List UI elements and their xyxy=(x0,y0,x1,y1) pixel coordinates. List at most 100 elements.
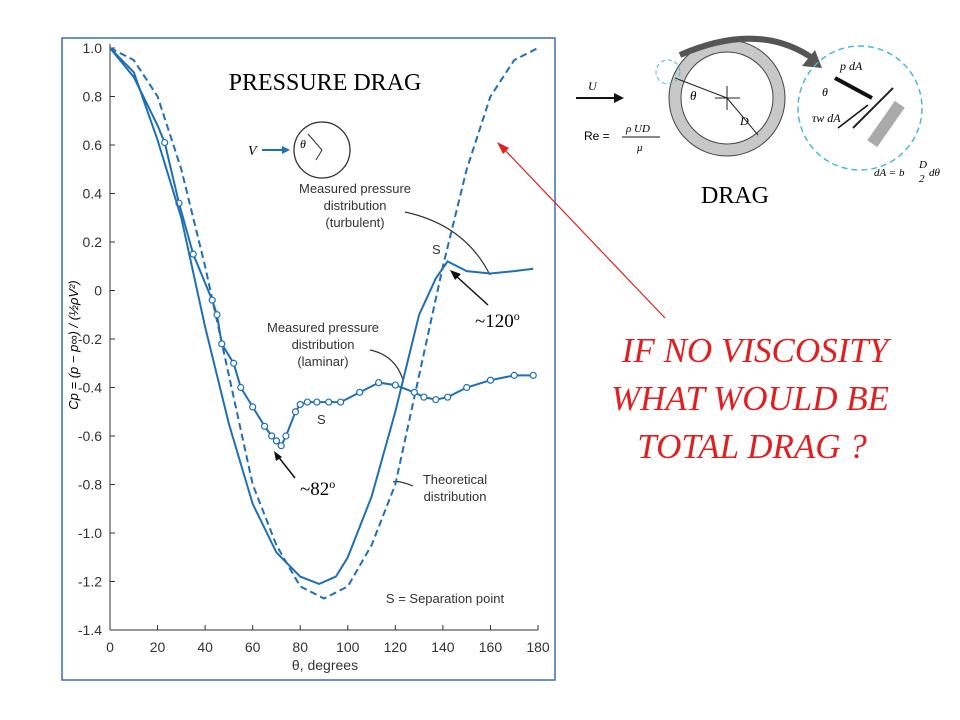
separation-mark: S xyxy=(432,242,441,257)
y-tick-label: -1.0 xyxy=(78,525,102,541)
y-axis-label: Cp = (p − p∞) / (½ρV²) xyxy=(66,280,81,409)
data-point xyxy=(230,359,238,367)
annotation: (turbulent) xyxy=(325,215,384,230)
x-tick-label: 80 xyxy=(292,639,308,655)
y-tick-label: -0.4 xyxy=(78,380,102,396)
series-line xyxy=(109,47,539,600)
data-point xyxy=(463,383,471,392)
diagram-label: D xyxy=(739,114,749,128)
data-point xyxy=(391,381,399,389)
data-point xyxy=(260,422,269,430)
data-point xyxy=(410,388,418,396)
annotation: Measured pressure xyxy=(299,181,411,196)
drag-diagram: U Re = ρ UD μ θ D p dA θ τw dA dA = b D … xyxy=(576,35,941,185)
x-tick-label: 100 xyxy=(336,639,360,655)
separation-mark: S xyxy=(317,412,326,427)
drag-title: DRAG xyxy=(701,183,769,209)
data-point xyxy=(272,437,281,445)
data-point xyxy=(268,432,276,440)
data-point xyxy=(161,138,169,147)
data-point xyxy=(237,383,245,392)
angle-label: ~120o xyxy=(475,309,520,332)
data-point xyxy=(510,371,518,379)
diagram-label: θ xyxy=(690,88,697,103)
y-tick-label: 0.8 xyxy=(83,89,103,105)
inset-angle: θ xyxy=(300,137,306,151)
data-point xyxy=(303,398,311,406)
annotation: distribution xyxy=(324,198,387,213)
data-point xyxy=(444,393,452,401)
x-tick-label: 20 xyxy=(150,639,166,655)
inset-velocity: V xyxy=(248,144,258,159)
data-point xyxy=(313,398,321,406)
x-tick-label: 120 xyxy=(384,639,408,655)
data-point xyxy=(432,396,440,404)
angle-value: ~82 xyxy=(300,479,329,500)
diagram-label: dθ xyxy=(929,167,941,179)
data-point xyxy=(218,340,226,348)
y-tick-label: 0.6 xyxy=(83,137,103,153)
annotation: Measured pressure xyxy=(267,320,379,335)
degree-sign: o xyxy=(329,477,335,491)
y-tick-label: 1.0 xyxy=(83,40,103,56)
y-tick-label: -1.2 xyxy=(78,574,102,590)
y-tick-label: 0.2 xyxy=(83,234,103,250)
question-line: TOTAL DRAG ? xyxy=(637,427,867,466)
y-tick-label: 0.4 xyxy=(83,186,103,202)
data-point xyxy=(249,403,257,411)
annotation: Theoretical xyxy=(423,472,487,487)
data-point xyxy=(337,398,345,406)
y-tick-label: -0.6 xyxy=(78,428,102,444)
x-tick-label: 60 xyxy=(245,639,261,655)
diagram-label: θ xyxy=(822,85,828,99)
annotation: distribution xyxy=(424,489,487,504)
x-tick-label: 180 xyxy=(526,639,550,655)
y-tick-label: -0.8 xyxy=(78,477,102,493)
pointer-arrowhead xyxy=(497,142,509,154)
y-tick-label: -1.4 xyxy=(78,622,102,638)
data-point xyxy=(356,388,364,396)
data-point xyxy=(282,432,290,440)
x-tick-label: 0 xyxy=(106,639,114,655)
angle-label: ~82o xyxy=(300,477,335,500)
degree-sign: o xyxy=(514,309,520,323)
diagram-label: 2 xyxy=(919,173,925,185)
annotations: Measured pressure distribution (turbulen… xyxy=(267,181,520,606)
data-point xyxy=(420,393,428,401)
data-point xyxy=(213,311,221,319)
diagram-label: μ xyxy=(636,142,643,154)
series-line xyxy=(109,47,534,585)
data-point xyxy=(277,442,285,450)
data-point xyxy=(375,379,383,387)
annotation: distribution xyxy=(292,337,355,352)
x-tick-label: 40 xyxy=(197,639,213,655)
diagram-label: U xyxy=(588,79,598,93)
diagram-label: τw dA xyxy=(812,111,841,125)
annotation: S = Separation point xyxy=(386,591,505,606)
data-point xyxy=(291,408,300,416)
diagram-label: D xyxy=(918,159,927,171)
diagram-label: p dA xyxy=(839,59,863,73)
x-axis-label: θ, degrees xyxy=(292,657,358,673)
angle-value: ~120 xyxy=(475,311,514,332)
series-line xyxy=(109,47,534,448)
data-point xyxy=(208,296,216,304)
diagram-label: ρ UD xyxy=(625,123,650,135)
chart-title: PRESSURE DRAG xyxy=(229,70,422,96)
data-point xyxy=(296,400,304,409)
data-point xyxy=(189,250,197,258)
inset-diagram: V θ xyxy=(248,121,351,179)
y-tick-label: -0.2 xyxy=(78,331,102,347)
data-point xyxy=(325,398,333,406)
question-line: WHAT WOULD BE xyxy=(611,379,889,418)
diagram-label: dA = b xyxy=(874,167,905,179)
annotation: (laminar) xyxy=(297,354,348,369)
diagram-label: Re = xyxy=(584,129,610,143)
data-point xyxy=(486,376,495,384)
question-line: IF NO VISCOSITY xyxy=(621,331,892,370)
data-point xyxy=(529,371,537,379)
x-tick-label: 140 xyxy=(431,639,455,655)
y-tick-label: 0 xyxy=(94,283,102,299)
x-tick-label: 160 xyxy=(479,639,503,655)
